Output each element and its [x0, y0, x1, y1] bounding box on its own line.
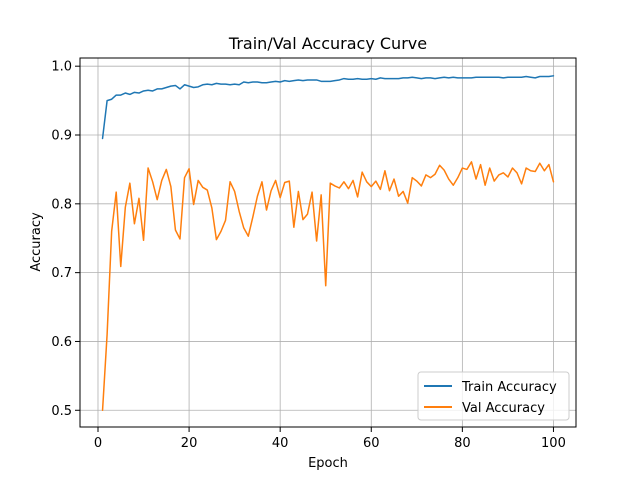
chart-title: Train/Val Accuracy Curve — [228, 34, 427, 53]
y-tick-label: 0.6 — [51, 335, 72, 350]
y-tick-label: 0.7 — [51, 266, 72, 281]
plot-frame — [79, 57, 577, 428]
x-tick-label: 0 — [94, 436, 102, 451]
x-axis-label: Epoch — [308, 456, 348, 471]
y-tick-label: 0.8 — [51, 197, 72, 212]
x-tick-label: 40 — [272, 436, 289, 451]
y-tick-label: 0.5 — [51, 404, 72, 419]
y-axis-label: Accuracy — [29, 212, 44, 272]
axis-ticks: 0 20 40 60 80 100 0.5 0.6 0.7 0.8 0.9 1.0 — [51, 60, 566, 451]
y-tick-label: 1.0 — [51, 60, 72, 75]
val-accuracy-line — [101, 161, 555, 412]
x-tick-label: 60 — [363, 436, 380, 451]
x-tick-label: 80 — [454, 436, 471, 451]
y-tick-label: 0.9 — [51, 129, 72, 144]
legend-label-val: Val Accuracy — [462, 401, 545, 416]
x-tick-label: 100 — [541, 436, 566, 451]
x-tick-label: 20 — [181, 436, 198, 451]
legend-box — [417, 371, 570, 421]
train-accuracy-line — [101, 75, 555, 140]
grid — [80, 58, 576, 427]
series-lines — [101, 75, 555, 412]
legend-label-train: Train Accuracy — [461, 380, 557, 395]
legend: Train Accuracy Val Accuracy — [417, 371, 570, 421]
